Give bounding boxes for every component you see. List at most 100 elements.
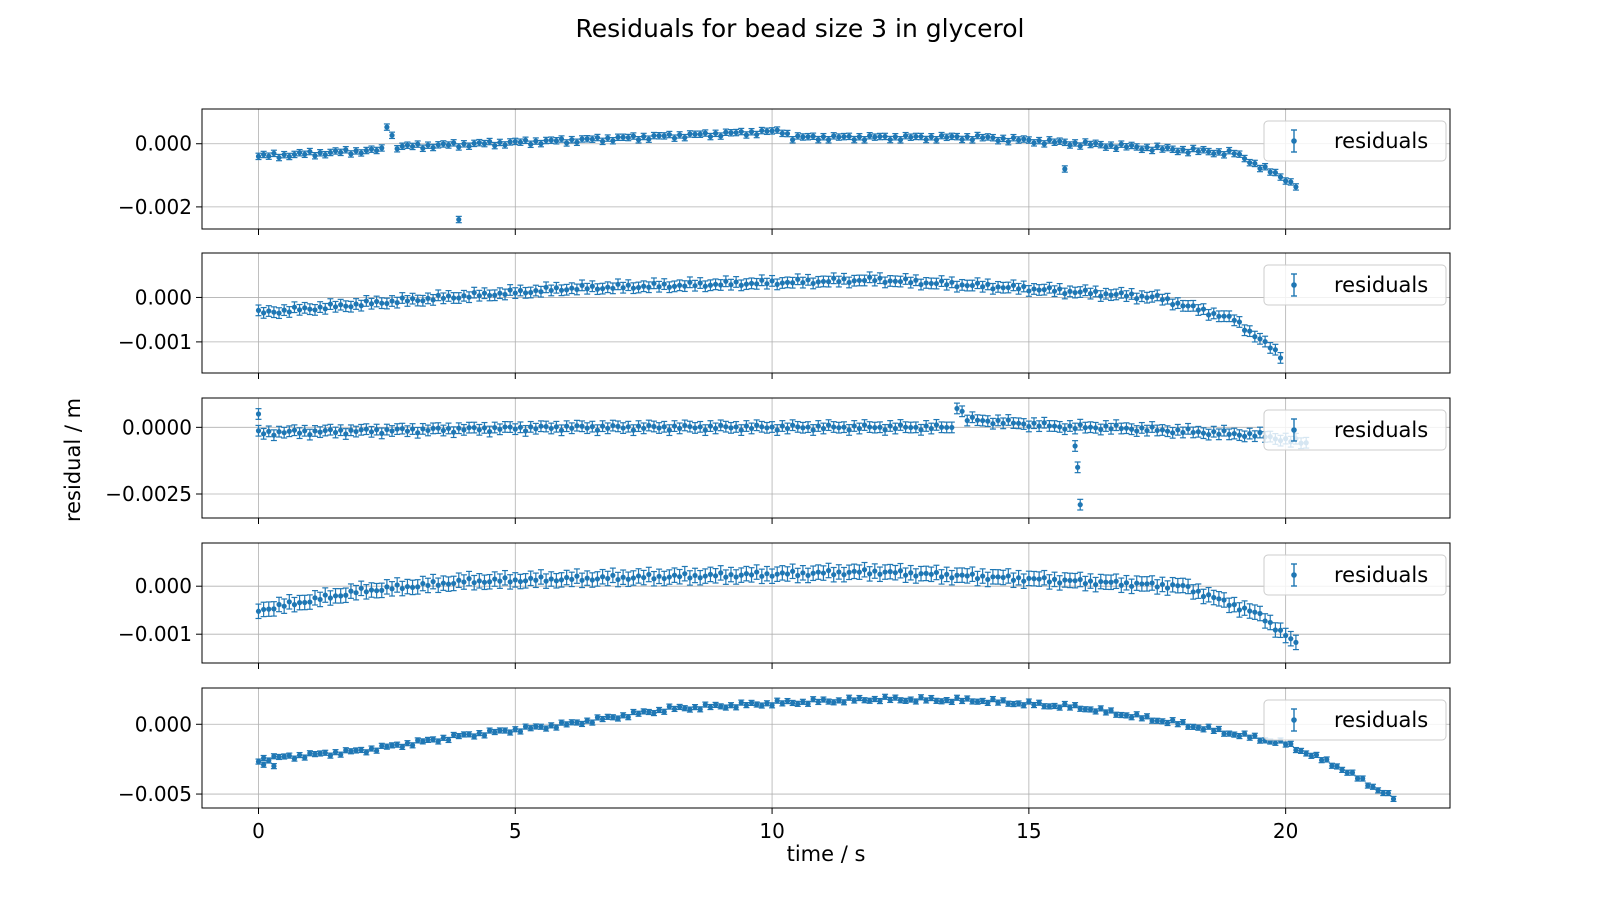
data-point (1067, 142, 1073, 148)
data-point (748, 572, 755, 578)
data-point (348, 151, 354, 157)
data-point (261, 310, 267, 316)
data-point (332, 429, 339, 436)
data-point (712, 281, 719, 287)
data-point (743, 281, 749, 287)
data-point (517, 139, 524, 145)
data-point (348, 427, 354, 433)
data-point (964, 695, 970, 702)
data-point (286, 428, 292, 434)
data-point (404, 298, 411, 304)
subplot-5: 0.000 −0.005 0 5 10 15 20 residuals (118, 687, 1451, 843)
data-point (846, 279, 852, 286)
data-point (533, 577, 539, 583)
data-point (1247, 735, 1253, 741)
data-point (702, 130, 708, 136)
data-point (374, 298, 380, 305)
data-point (913, 424, 919, 430)
data-point (1262, 618, 1268, 624)
data-point (980, 698, 986, 704)
data-point (969, 282, 975, 289)
data-point (415, 584, 421, 590)
data-point (1108, 142, 1114, 148)
data-point (255, 411, 262, 417)
y-tick-label: 0.000 (135, 574, 192, 598)
data-point (384, 744, 390, 750)
data-point (1108, 707, 1114, 714)
data-point (409, 584, 416, 591)
data-point (1185, 583, 1191, 590)
data-point (543, 137, 549, 144)
data-point (861, 277, 868, 284)
data-point (661, 575, 667, 582)
data-point (836, 279, 842, 285)
data-point (949, 575, 955, 581)
data-point (538, 574, 544, 580)
data-point (641, 708, 647, 715)
data-point (451, 732, 457, 738)
data-point (1257, 336, 1263, 342)
data-point (1149, 718, 1155, 724)
data-point (774, 281, 780, 287)
data-point (733, 574, 739, 580)
data-point (974, 132, 981, 139)
data-point (836, 134, 842, 140)
data-point (831, 275, 837, 281)
data-point (661, 424, 667, 430)
data-point (1200, 147, 1207, 153)
data-point (990, 421, 996, 427)
data-point (1139, 293, 1145, 299)
data-point (1113, 145, 1119, 151)
data-point (949, 279, 955, 285)
data-point (599, 716, 606, 722)
x-tick-label: 15 (1016, 819, 1041, 843)
data-point (1272, 347, 1278, 353)
data-point (882, 569, 888, 575)
data-point (332, 148, 339, 154)
data-point (666, 284, 672, 290)
data-point (451, 140, 457, 146)
data-point (517, 728, 524, 735)
data-point (913, 573, 919, 579)
data-point (723, 704, 729, 711)
data-point (564, 423, 570, 429)
data-point (1241, 155, 1248, 162)
legend-box (1263, 409, 1447, 451)
data-point (944, 697, 950, 703)
data-point (959, 408, 965, 414)
data-point (553, 138, 559, 144)
data-point (605, 425, 611, 431)
data-point (409, 143, 416, 150)
data-point (805, 424, 811, 430)
data-point (1365, 782, 1371, 789)
data-point (379, 300, 385, 306)
data-point (574, 139, 580, 145)
data-point (1206, 149, 1212, 155)
data-point (574, 573, 580, 579)
data-point (1072, 443, 1078, 449)
data-point (1236, 607, 1243, 613)
data-point (522, 137, 529, 143)
data-point (882, 133, 888, 140)
data-point (368, 745, 375, 752)
data-point (969, 698, 975, 705)
data-point (358, 585, 364, 591)
data-point (928, 695, 934, 701)
data-point (1324, 756, 1330, 763)
data-point (569, 285, 575, 291)
data-point (1159, 146, 1165, 152)
data-point (276, 310, 282, 316)
data-point (1154, 718, 1160, 724)
data-point (1093, 140, 1099, 146)
data-point (1010, 135, 1017, 141)
data-point (605, 284, 611, 290)
data-point (1257, 738, 1263, 744)
subplot-2: 0.000 −0.001 residuals (118, 252, 1451, 379)
data-point (1098, 705, 1104, 711)
data-point (1380, 790, 1386, 796)
data-point (317, 429, 323, 435)
data-point (1082, 139, 1088, 145)
data-point (1185, 724, 1191, 730)
data-point (846, 695, 852, 701)
data-point (831, 133, 837, 139)
